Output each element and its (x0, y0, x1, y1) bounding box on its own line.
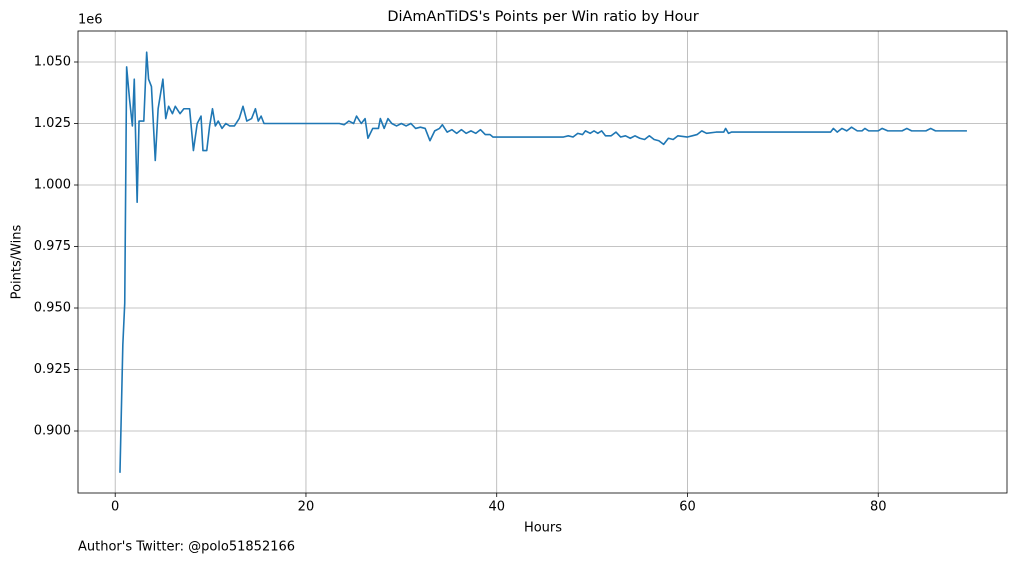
y-offset-label: 1e6 (78, 13, 103, 28)
x-tick-label: 0 (111, 500, 119, 515)
data-line (119, 51, 967, 473)
x-axis-label: Hours (524, 521, 562, 536)
y-tick-label: 0.900 (34, 424, 71, 439)
plot-frame (77, 30, 1008, 494)
y-tick-label: 0.950 (34, 301, 71, 316)
y-tick-label: 0.975 (34, 239, 71, 254)
y-tick-label: 1.050 (34, 54, 71, 69)
x-tick-label: 80 (870, 500, 887, 515)
y-tick-label: 1.000 (34, 178, 71, 193)
y-axis-label: Points/Wins (10, 224, 25, 299)
y-tick-label: 1.025 (34, 116, 71, 131)
x-tick-label: 20 (298, 500, 315, 515)
chart-title: DiAmAnTiDS's Points per Win ratio by Hou… (387, 9, 698, 25)
x-tick-label: 60 (679, 500, 696, 515)
footer: Author's Twitter: @polo51852166 (78, 540, 295, 555)
y-tick-label: 0.925 (34, 362, 71, 377)
x-tick-label: 40 (488, 500, 505, 515)
